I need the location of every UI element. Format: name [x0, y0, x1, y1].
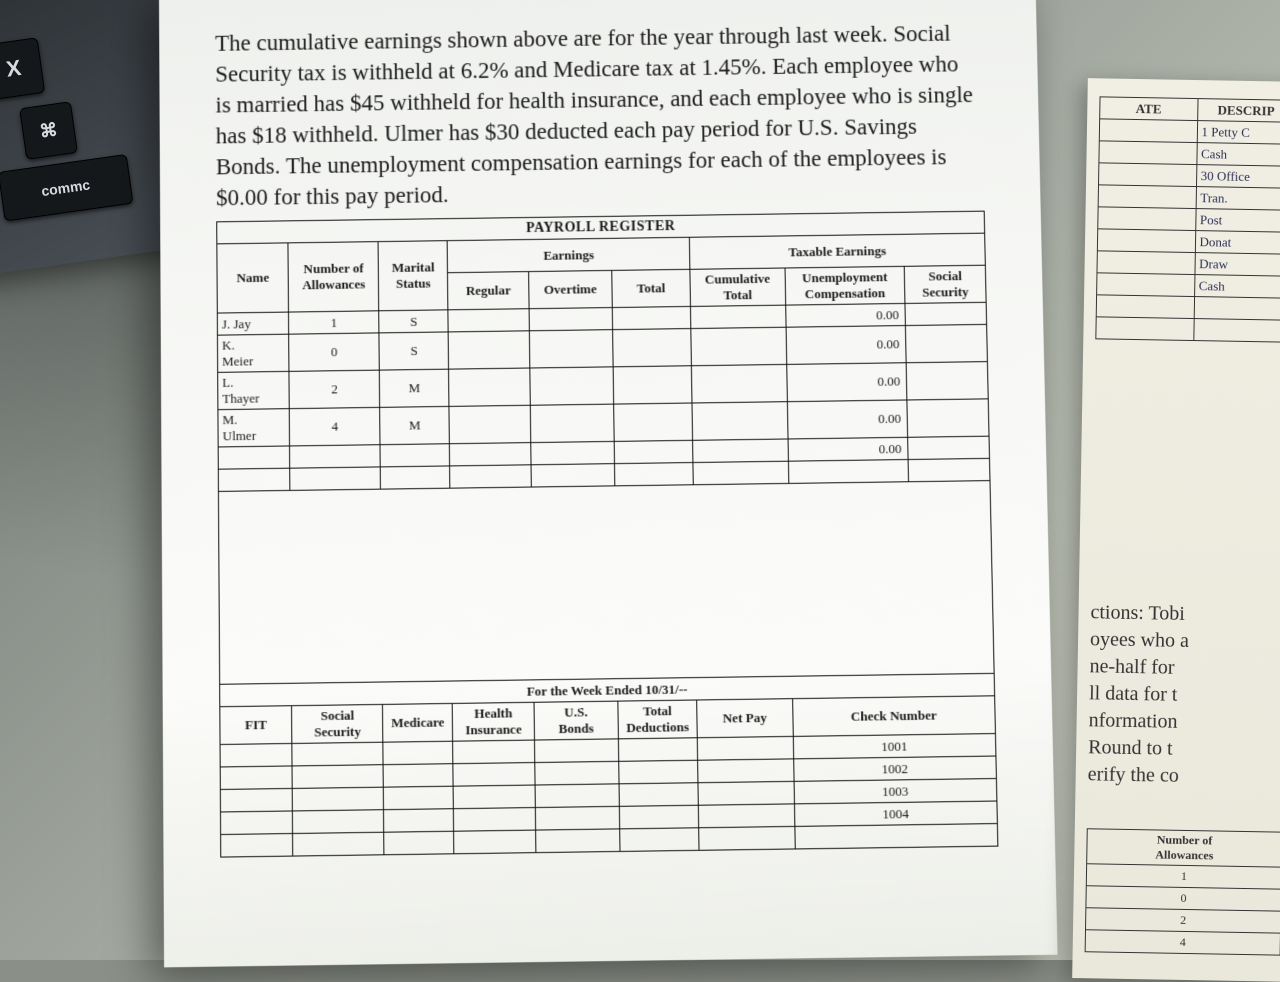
- payroll-register-table: PAYROLL REGISTER Name Number of Allowanc…: [216, 211, 998, 858]
- hdr-regular: Regular: [448, 272, 529, 310]
- cell-allow: 2: [289, 370, 380, 409]
- cell-unemp: 0.00: [786, 363, 907, 402]
- side-allowances-table: Number of Allowances 1 0 2 4: [1085, 828, 1280, 955]
- hdr-overtime: Overtime: [529, 271, 613, 309]
- side-ledger-table: ATE DESCRIP 1 Petty C Cash 30 Office Tra…: [1095, 96, 1280, 342]
- hdr-social-security: Social Security: [905, 265, 987, 303]
- hdr-bonds: U.S. Bonds: [534, 701, 618, 740]
- cell-allow: 0: [289, 333, 379, 371]
- side-hand-line: Draw: [1194, 253, 1280, 277]
- cell-check: 1003: [794, 779, 997, 804]
- key-command: commc: [0, 154, 134, 222]
- side-hdr-desc: DESCRIP: [1197, 99, 1280, 123]
- side-hand-line: Cash: [1196, 143, 1280, 167]
- side-hdr-ate: ATE: [1100, 97, 1198, 121]
- side-paper: ATE DESCRIP 1 Petty C Cash 30 Office Tra…: [1072, 78, 1280, 982]
- hdr-allowances: Number of Allowances: [288, 242, 379, 312]
- cell-name: M. Ulmer: [218, 409, 290, 447]
- cell-unemp-total: 0.00: [788, 438, 909, 462]
- hdr-check: Check Number: [792, 696, 995, 737]
- hdr-ss: Social Security: [292, 705, 383, 744]
- hdr-total: Total: [612, 270, 691, 308]
- cell-name: J. Jay: [217, 312, 289, 335]
- cell-check: 1002: [793, 756, 996, 781]
- side-small-cell: 4: [1085, 930, 1280, 955]
- side-hand-line: 30 Office: [1196, 165, 1280, 189]
- cell-status: M: [379, 369, 449, 407]
- hdr-cumulative: Cumulative Total: [690, 268, 785, 306]
- hdr-medicare: Medicare: [383, 704, 453, 743]
- cell-allow: 4: [290, 408, 381, 447]
- cell-unemp: 0.00: [785, 304, 905, 328]
- hdr-health: Health Insurance: [452, 703, 534, 742]
- hdr-name: Name: [217, 243, 289, 313]
- cell-check: 1001: [793, 734, 996, 759]
- side-hand-line: Tran.: [1196, 187, 1280, 211]
- cell-allow: 1: [289, 311, 379, 334]
- problem-statement: The cumulative earnings shown above are …: [215, 17, 977, 213]
- cell-status: M: [380, 407, 450, 445]
- cell-status: S: [379, 332, 449, 370]
- cell-unemp: 0.00: [786, 326, 907, 365]
- key-cmd: ⌘: [19, 101, 78, 160]
- hdr-marital: Marital Status: [378, 241, 448, 311]
- worksheet-page: The cumulative earnings shown above are …: [159, 0, 1058, 967]
- side-small-hdr: Number of Allowances: [1087, 829, 1280, 867]
- hdr-fit: FIT: [220, 706, 292, 745]
- side-hand-line: Donat: [1195, 231, 1280, 255]
- spacer-row: [218, 481, 994, 685]
- cell-unemp: 0.00: [787, 400, 908, 439]
- side-hand-line: Post: [1195, 209, 1280, 233]
- hdr-unemployment: Unemployment Compensation: [785, 267, 906, 306]
- hdr-total-ded: Total Deductions: [618, 700, 698, 739]
- hdr-taxable: Taxable Earnings: [689, 233, 985, 269]
- key-x: X: [0, 37, 45, 100]
- side-paragraph: ctions: Tobi oyees who a ne-half for ll …: [1087, 599, 1280, 791]
- cell-status: S: [379, 310, 449, 333]
- hdr-net-pay: Net Pay: [697, 699, 793, 738]
- cell-check: 1004: [794, 801, 997, 826]
- side-hand-line: 1 Petty C: [1197, 121, 1280, 145]
- hdr-earnings: Earnings: [447, 238, 690, 273]
- cell-name: K. Meier: [217, 334, 289, 372]
- side-hand-line: Cash: [1194, 275, 1280, 299]
- cell-name: L. Thayer: [218, 372, 290, 410]
